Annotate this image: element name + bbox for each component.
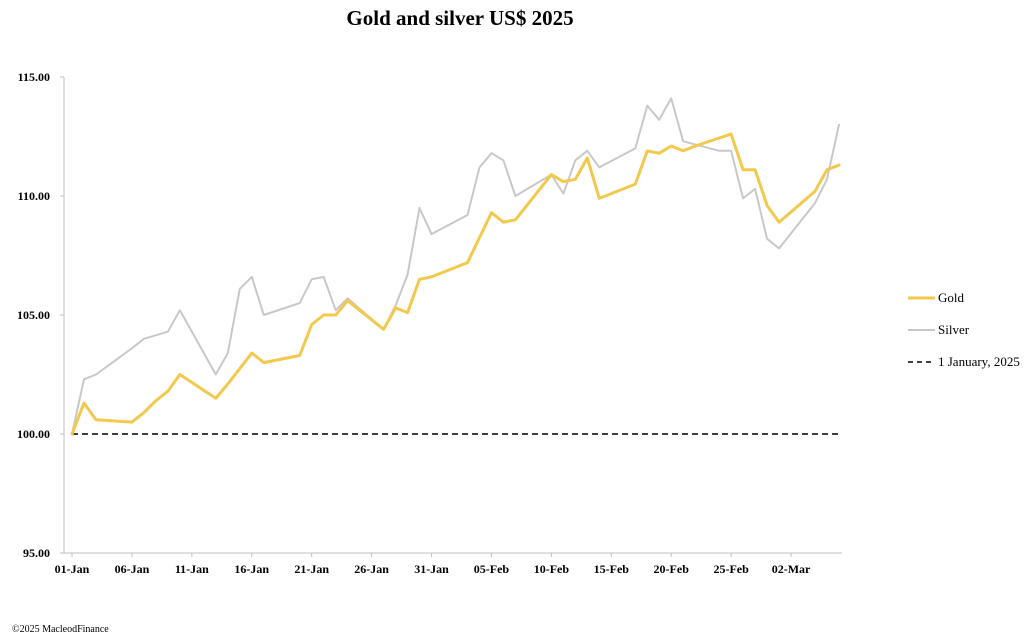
x-tick-label: 01-Jan xyxy=(55,562,90,576)
x-tick-label: 02-Mar xyxy=(772,562,811,576)
x-tick-label: 06-Jan xyxy=(115,562,150,576)
chart-axes xyxy=(63,77,842,554)
legend-label: Silver xyxy=(938,322,970,337)
y-tick-label: 105.00 xyxy=(17,308,50,322)
copyright-text: ©2025 MacleodFinance xyxy=(12,624,109,635)
x-axis-ticks: 01-Jan 06-Jan 11-Jan 16-Jan 21-Jan 26-Jan 31-J… xyxy=(55,553,811,576)
legend-label: 1 January, 2025 xyxy=(938,354,1020,369)
y-tick-label: 100.00 xyxy=(17,427,50,441)
x-tick-label: 20-Feb xyxy=(654,562,690,576)
series-line-silver xyxy=(71,97,840,435)
series-line-gold xyxy=(70,132,841,436)
x-tick-label: 31-Jan xyxy=(414,562,449,576)
y-tick-label: 110.00 xyxy=(18,189,50,203)
y-axis-ticks: 115.00 110.00 105.00 100.00 95.00 xyxy=(17,70,64,560)
x-tick-label: 21-Jan xyxy=(294,562,329,576)
x-tick-label: 05-Feb xyxy=(474,562,510,576)
x-tick-label: 25-Feb xyxy=(713,562,749,576)
chart-series xyxy=(70,97,841,436)
legend-label: Gold xyxy=(938,290,965,305)
chart-title: Gold and silver US$ 2025 xyxy=(346,6,574,30)
y-tick-label: 115.00 xyxy=(18,70,50,84)
chart-legend: Gold Silver 1 January, 2025 xyxy=(908,290,1020,369)
x-tick-label: 11-Jan xyxy=(175,562,209,576)
x-tick-label: 10-Feb xyxy=(534,562,570,576)
y-tick-label: 95.00 xyxy=(23,546,50,560)
x-tick-label: 15-Feb xyxy=(594,562,630,576)
x-tick-label: 16-Jan xyxy=(234,562,269,576)
x-tick-label: 26-Jan xyxy=(354,562,389,576)
